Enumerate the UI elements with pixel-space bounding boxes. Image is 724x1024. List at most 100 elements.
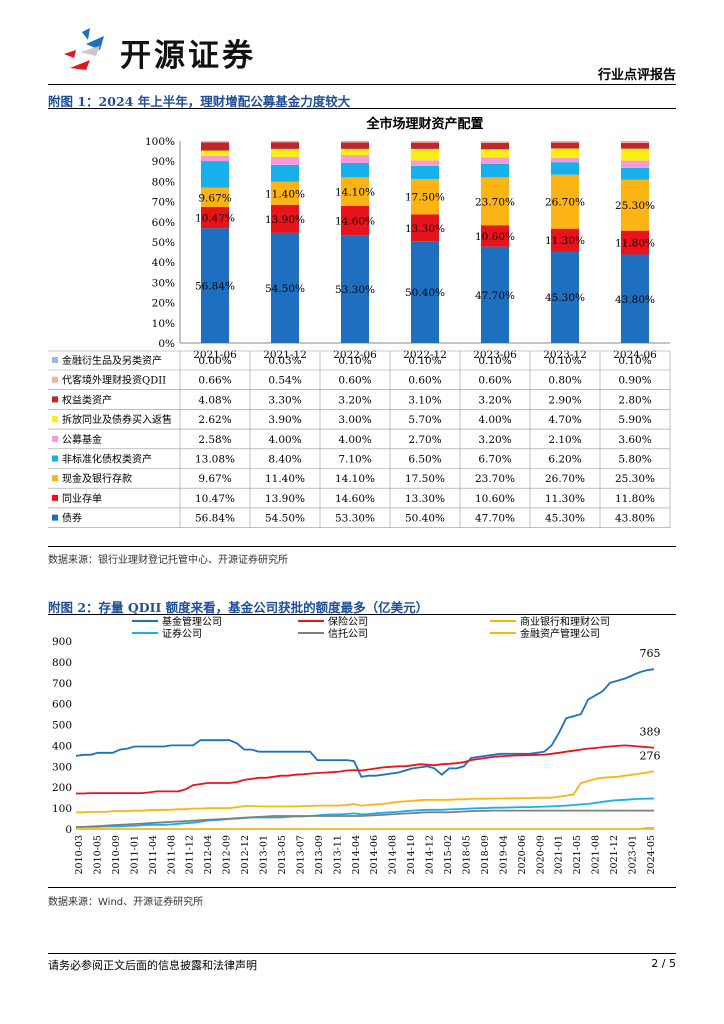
legend-label: 证券公司	[162, 627, 202, 640]
legend-label: 保险公司	[328, 615, 368, 628]
figure2-source: 数据来源：Wind、开源证券研究所	[48, 897, 204, 908]
legend-label: 信托公司	[328, 627, 368, 640]
x-tick-label: 2024-05	[646, 835, 657, 874]
bar-data-label: 54.50%	[265, 283, 305, 295]
y-tick-label: 10%	[152, 318, 175, 330]
bar-segment	[201, 150, 229, 156]
table-cell: 3.60%	[618, 434, 651, 446]
table-cell: 3.90%	[268, 414, 301, 426]
bar-segment	[411, 178, 439, 215]
page-number: 2 / 5	[651, 957, 676, 970]
x-tick-label: 2010-09	[111, 835, 122, 874]
table-cell: 0.54%	[268, 375, 301, 387]
x-tick-label: 2024-06	[613, 349, 657, 361]
bar-segment	[341, 177, 369, 206]
y-tick-label: 80%	[152, 176, 175, 188]
table-cell: 4.00%	[338, 434, 371, 446]
table-cell: 0.60%	[408, 375, 441, 387]
table-cell: 23.70%	[475, 473, 515, 485]
table-cell: 4.70%	[548, 414, 581, 426]
table-cell: 0.10%	[478, 355, 511, 367]
table-cell: 0.10%	[618, 355, 651, 367]
y-tick-label: 500	[52, 720, 72, 732]
bar-segment	[551, 157, 579, 163]
table-cell: 2.10%	[548, 434, 581, 446]
legend-label: 金融资产管理公司	[520, 627, 600, 640]
bar-data-label: 26.70%	[545, 197, 585, 209]
x-tick-label: 2018-05	[461, 835, 472, 874]
bar-segment	[271, 141, 299, 143]
table-cell: 0.10%	[338, 355, 371, 367]
series-line	[75, 668, 655, 778]
bar-segment	[481, 225, 509, 247]
bar-segment	[481, 246, 509, 343]
table-row-label: 公募基金	[62, 433, 102, 446]
bar-segment	[271, 148, 299, 157]
table-cell: 10.60%	[475, 493, 515, 505]
bar-segment	[551, 162, 579, 175]
table-cell: 7.10%	[338, 454, 371, 466]
bar-segment	[621, 143, 649, 149]
bar-data-label: 13.30%	[405, 223, 445, 235]
table-cell: 2.80%	[618, 394, 651, 406]
bar-segment	[271, 141, 299, 142]
bar-segment	[271, 164, 299, 182]
table-cell: 11.80%	[615, 493, 655, 505]
x-tick-label: 2020-09	[535, 835, 546, 874]
bar-segment	[621, 148, 649, 161]
x-tick-label: 2021-01	[554, 835, 565, 874]
table-cell: 47.70%	[475, 513, 515, 525]
figure1-chart: 全市场理财资产配置 0% 10% 20% 30% 40% 50% 60% 70% 80% 90% 10…	[48, 116, 671, 529]
table-cell: 11.30%	[545, 493, 585, 505]
end-value-annotation: 765	[640, 647, 661, 660]
y-tick-label: 700	[52, 678, 72, 690]
y-tick-label: 50%	[152, 237, 175, 249]
x-tick-label: 2013-01	[259, 835, 270, 874]
legend-swatch	[52, 376, 58, 383]
legend-swatch	[52, 494, 58, 501]
table-cell: 2.70%	[408, 434, 441, 446]
figure1-top-rule	[48, 108, 676, 109]
x-tick-label: 2013-11	[332, 835, 343, 874]
bar-segment	[621, 167, 649, 180]
bar-data-label: 10.47%	[195, 213, 235, 225]
bar-segment	[621, 141, 649, 142]
bar-data-label: 23.70%	[475, 196, 515, 208]
x-tick-label: 2010-05	[92, 835, 103, 874]
y-tick-label: 90%	[152, 156, 175, 168]
bar-segment	[481, 141, 509, 143]
table-cell: 3.20%	[478, 394, 511, 406]
bar-data-label: 13.90%	[265, 214, 305, 226]
y-tick-label: 20%	[152, 298, 175, 310]
bar-segment	[271, 204, 299, 233]
bar-data-label: 10.60%	[475, 231, 515, 243]
x-tick-label: 2013-09	[314, 835, 325, 874]
bar-data-label: 25.30%	[615, 200, 655, 212]
table-cell: 3.10%	[408, 394, 441, 406]
bar-data-label: 11.30%	[545, 235, 585, 247]
end-value-annotation: 389	[640, 726, 661, 739]
table-cell: 6.20%	[548, 454, 581, 466]
bar-segment	[551, 148, 579, 158]
table-cell: 4.00%	[478, 414, 511, 426]
x-tick-label: 2011-12	[185, 835, 196, 874]
x-tick-label: 2014-10	[406, 835, 417, 874]
bar-segment	[481, 142, 509, 150]
x-tick-label: 2023-01	[628, 835, 639, 874]
bar-segment	[411, 148, 439, 161]
table-cell: 3.30%	[268, 394, 301, 406]
table-cell: 0.10%	[548, 355, 581, 367]
y-tick-label: 600	[52, 699, 72, 711]
y-tick-label: 70%	[152, 197, 175, 209]
bar-segment	[411, 214, 439, 242]
footer-divider	[48, 953, 676, 954]
x-tick-label: 2023-12	[543, 349, 587, 361]
table-cell: 26.70%	[545, 473, 585, 485]
bar-segment	[621, 230, 649, 255]
x-tick-label: 2022-06	[333, 349, 377, 361]
y-tick-label: 40%	[152, 257, 175, 269]
series-line	[76, 827, 654, 830]
header-divider	[48, 84, 676, 85]
bar-data-label: 14.60%	[335, 216, 375, 228]
legend-swatch	[52, 416, 58, 423]
